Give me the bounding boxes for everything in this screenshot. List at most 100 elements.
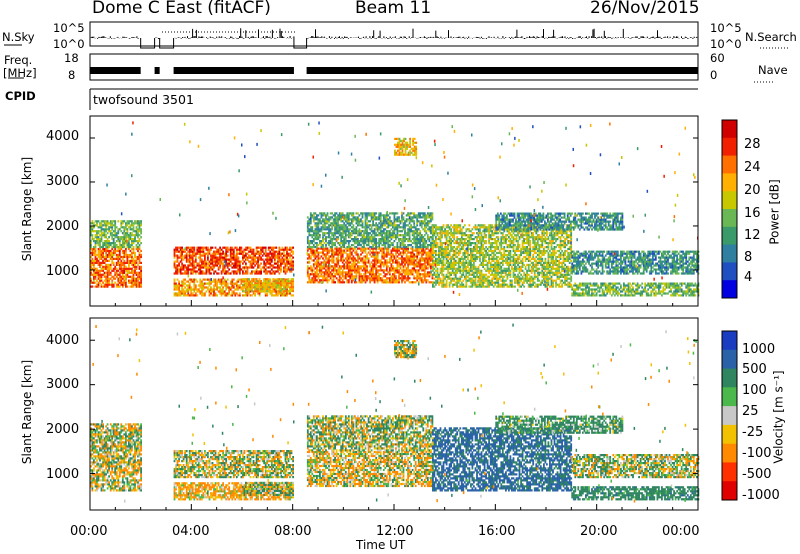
panel1-cell — [237, 280, 240, 283]
panel1-cell — [432, 269, 434, 272]
panel1-cell — [376, 281, 379, 284]
panel1-cell — [419, 279, 422, 282]
panel1-cell — [223, 290, 226, 293]
panel1-cell — [382, 249, 385, 252]
panel1-cell — [214, 246, 217, 249]
panel1-cell — [283, 282, 285, 285]
panel1-cell — [426, 222, 429, 225]
panel1-cell — [355, 275, 358, 278]
panel1-cell — [350, 244, 353, 247]
panel1-cell — [222, 250, 224, 253]
panel1-cell — [388, 257, 391, 260]
panel1-cell — [328, 273, 330, 276]
panel1-cell — [329, 236, 332, 239]
panel1-cell — [91, 249, 94, 253]
panel1-cell — [426, 251, 429, 254]
panel1-cell — [123, 281, 126, 284]
panel1-cell — [457, 244, 460, 247]
panel1-cell — [373, 234, 376, 237]
panel1-cell — [447, 234, 449, 237]
panel1-cell — [91, 263, 94, 266]
panel1-cell — [332, 257, 335, 260]
panel1-cell — [96, 261, 98, 264]
panel1-cell — [135, 277, 138, 280]
panel1-cell — [367, 261, 370, 264]
panel1-cell — [450, 247, 452, 251]
panel1-cell — [367, 242, 370, 245]
panel1-cell — [99, 275, 101, 278]
panel1-cell — [257, 260, 259, 263]
panel1-cell — [329, 230, 332, 233]
panel1-cell — [393, 214, 396, 217]
panel1-cell — [432, 236, 434, 239]
panel1-cell — [372, 269, 374, 272]
panel1-cell — [105, 259, 107, 262]
panel1-cell — [404, 259, 406, 262]
panel1-cell — [317, 255, 320, 258]
panel1-cell — [125, 267, 127, 270]
panel1-cell — [128, 281, 130, 284]
panel1-cell — [114, 273, 117, 276]
panel1-cell — [433, 267, 436, 270]
panel1-cell — [352, 244, 355, 247]
panel1-cell — [97, 238, 100, 241]
panel1-cell — [105, 253, 107, 257]
panel1-cell — [337, 255, 340, 258]
panel1-cell — [335, 263, 338, 266]
panel1-cell — [134, 263, 136, 266]
panel1-cell — [275, 280, 278, 283]
panel1-cell — [401, 141, 404, 144]
panel1-cell — [214, 264, 217, 267]
panel1-cell — [93, 230, 95, 233]
panel1-cell — [214, 288, 217, 291]
panel1-cell — [292, 284, 294, 287]
panel1-cell — [102, 259, 104, 262]
panel1-cell — [349, 228, 352, 231]
panel1-cell — [123, 269, 126, 272]
panel1-cell — [283, 286, 285, 289]
panel1-cell — [347, 281, 350, 284]
panel1-cell — [100, 275, 103, 278]
panel1-cell — [226, 278, 229, 281]
panel1-cell — [118, 273, 121, 276]
panel1-cell — [290, 260, 293, 263]
panel1-cell — [97, 275, 100, 278]
panel1-cell — [456, 255, 459, 259]
panel1-cell — [260, 270, 262, 273]
panel1-cell — [335, 251, 338, 254]
panel1-cell — [128, 240, 130, 243]
panel1-cell — [404, 220, 406, 223]
nsky-gap-2 — [293, 38, 308, 49]
panel1-cell — [93, 265, 95, 268]
panel1-cell — [138, 251, 141, 255]
panel1-cell — [272, 264, 275, 267]
panel1-cell — [385, 255, 388, 258]
panel1-cell — [252, 260, 255, 263]
panel1-cell — [97, 271, 100, 274]
panel1-cell — [121, 269, 124, 272]
freq-band-0 — [90, 67, 141, 74]
panel1-cell — [258, 254, 261, 257]
panel1-cell — [126, 232, 129, 235]
panel1-cell — [93, 279, 95, 282]
panel1-cell — [199, 284, 202, 287]
panel1-cell — [338, 244, 341, 247]
panel1-cell — [126, 257, 129, 260]
panel1-cell — [341, 234, 344, 237]
panel1-cell — [219, 250, 221, 253]
panel1-cell — [267, 278, 270, 281]
panel1-cell — [425, 240, 428, 243]
panel1-cell — [132, 242, 135, 245]
panel1-cell — [419, 212, 422, 215]
panel1-cell — [373, 232, 376, 235]
panel1-cell — [379, 212, 382, 215]
panel1-cell — [361, 220, 364, 223]
panel1-cell — [314, 257, 317, 260]
panel1-cell — [435, 244, 437, 247]
panel1-cell — [450, 263, 452, 266]
panel1-cell — [366, 224, 368, 227]
panel1-cell — [229, 280, 232, 283]
panel1-cell — [441, 228, 443, 231]
panel1-cell — [404, 224, 406, 227]
panel1-cell — [451, 255, 454, 259]
